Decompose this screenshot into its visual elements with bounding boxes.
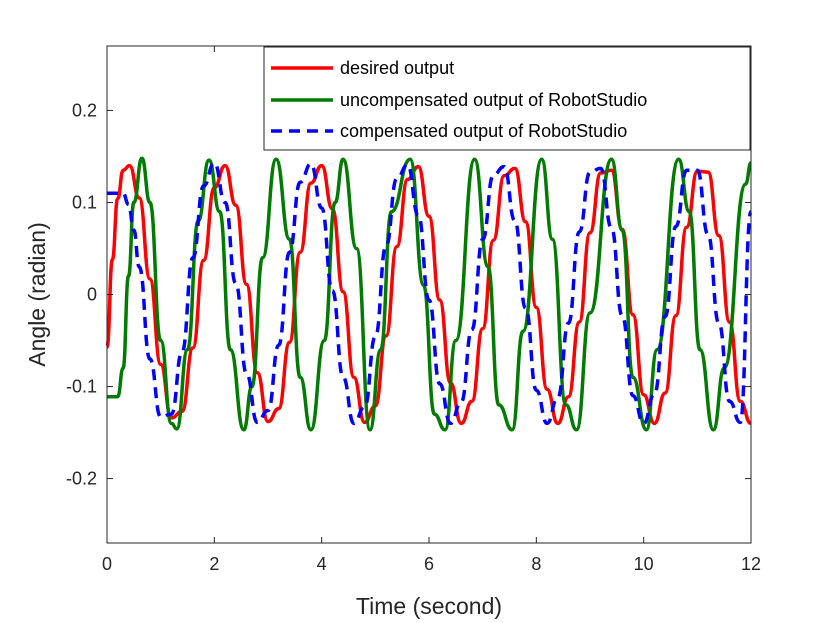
y-tick-label: 0.1 — [72, 192, 97, 212]
x-tick-label: 8 — [531, 554, 541, 574]
y-tick-label: -0.1 — [66, 377, 97, 397]
x-tick-label: 10 — [634, 554, 654, 574]
legend-label-3: compensated output of RobotStudio — [340, 121, 627, 141]
plot-frame — [106, 45, 752, 544]
x-tick-label: 6 — [424, 554, 434, 574]
x-tick-label: 12 — [741, 554, 761, 574]
legend-label-1: desired output — [340, 58, 454, 78]
x-tick-label: 4 — [317, 554, 327, 574]
y-axis-label: Angle (radian) — [24, 222, 50, 366]
series-line-1 — [105, 163, 752, 426]
series-line-3 — [107, 161, 753, 426]
y-tick-label: 0 — [87, 285, 97, 305]
y-tick-label: 0.2 — [72, 100, 97, 120]
legend: desired output uncompensated output of Ro… — [263, 46, 751, 151]
legend-box — [263, 46, 751, 151]
x-axis-label: Time (second) — [356, 593, 502, 619]
x-tick-label: 0 — [102, 554, 112, 574]
y-tick-label: -0.2 — [66, 469, 97, 489]
series-layer — [105, 156, 753, 432]
legend-label-2: uncompensated output of RobotStudio — [340, 90, 647, 110]
x-tick-label: 2 — [209, 554, 219, 574]
